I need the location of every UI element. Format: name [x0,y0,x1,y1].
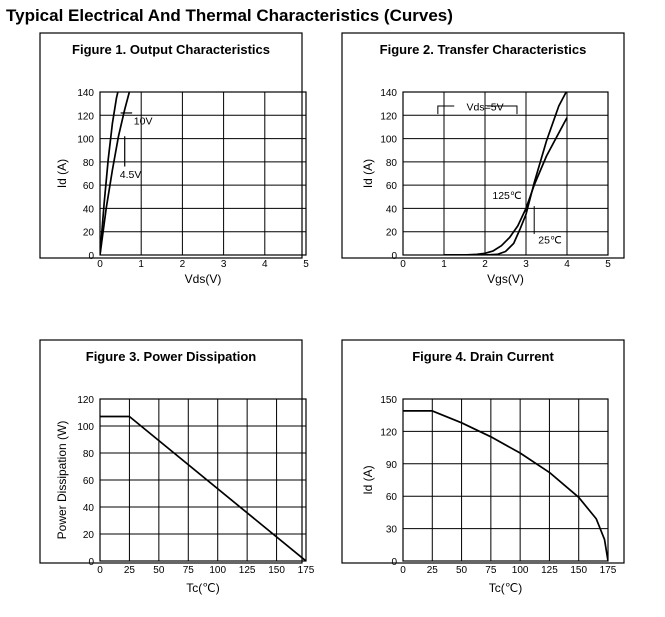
y-axis-label: Id (A) [361,465,375,494]
y-tick-label: 20 [83,228,95,239]
figure-3: Figure 3. Power Dissipation 0 25 50 75 100 125… [39,339,315,595]
x-tick-label: 150 [570,565,587,576]
y-tick-label: 0 [88,251,94,262]
y-axis-label: Power Dissipation (W) [55,421,69,540]
series-line-1 [403,410,608,561]
y-axis-label: Id (A) [361,159,375,188]
plot-area [99,91,307,256]
y-tick-label: 20 [386,228,398,239]
y-tick-label: 60 [386,492,398,503]
series-line-2 [100,92,131,255]
x-tick-label: 4 [564,259,570,270]
y-tick-label: 90 [386,460,398,471]
x-tick-label: 0 [97,565,103,576]
x-tick-label: 175 [298,565,315,576]
annotation-label: 25℃ [538,234,562,246]
series-line-1 [100,92,119,255]
x-tick-label: 75 [485,565,497,576]
y-tick-label: 120 [380,427,397,438]
figure-2: Figure 2. Transfer Characteristics 0 1 2 3 4 5… [341,32,625,286]
y-tick-label: 140 [77,88,94,99]
x-axis-label: Tc(℃) [489,581,522,595]
x-tick-label: 3 [523,259,529,270]
y-tick-label: 60 [83,476,95,487]
y-tick-label: 80 [83,449,95,460]
y-tick-label: 80 [386,158,398,169]
x-tick-label: 125 [541,565,558,576]
x-tick-label: 50 [153,565,165,576]
y-tick-label: 0 [391,251,397,262]
plot-area [402,398,609,562]
y-tick-label: 30 [386,525,398,536]
figure-title: Figure 3. Power Dissipation [86,349,257,364]
x-tick-label: 3 [221,259,227,270]
x-axis-label: Tc(℃) [186,581,219,595]
annotation-label: 125℃ [492,190,522,202]
annotation-label: Vds=5V [467,102,504,114]
annotation-leader [487,105,518,115]
y-tick-label: 100 [77,422,94,433]
figure-title: Figure 4. Drain Current [412,349,554,364]
x-tick-label: 100 [512,565,529,576]
y-tick-label: 100 [77,135,94,146]
x-tick-label: 5 [303,259,309,270]
figure-frame [39,32,303,259]
x-tick-label: 1 [441,259,447,270]
y-tick-label: 80 [83,158,95,169]
x-axis-label: Vds(V) [185,272,222,286]
x-tick-label: 0 [400,565,406,576]
y-tick-label: 0 [391,557,397,568]
y-tick-label: 120 [77,111,94,122]
figure-frame [341,32,625,259]
y-tick-label: 40 [83,503,95,514]
x-tick-label: 0 [97,259,103,270]
y-tick-label: 150 [380,395,397,406]
figure-frame [39,339,303,564]
figure-4: Figure 4. Drain Current 0 25 50 75 100 125 150 1… [341,339,625,595]
y-tick-label: 20 [83,530,95,541]
plot-area [99,398,307,562]
x-tick-label: 100 [209,565,226,576]
y-tick-label: 40 [386,204,398,215]
annotation-label: 4.5V [120,169,142,181]
figure-1: Figure 1. Output Characteristics 0 1 2 3 4 5 0 2… [39,32,309,286]
y-tick-label: 0 [88,557,94,568]
x-tick-label: 25 [124,565,136,576]
figure-frame [341,339,625,564]
x-tick-label: 175 [600,565,617,576]
x-tick-label: 2 [482,259,488,270]
x-tick-label: 0 [400,259,406,270]
y-tick-label: 60 [83,181,95,192]
y-tick-label: 140 [380,88,397,99]
annotation-label: 10V [134,116,153,128]
x-tick-label: 75 [183,565,195,576]
plot-area [402,91,609,256]
y-tick-label: 60 [386,181,398,192]
series-line-2 [444,92,568,255]
y-tick-label: 100 [380,135,397,146]
y-tick-label: 40 [83,204,95,215]
y-tick-label: 120 [77,395,94,406]
x-tick-label: 2 [180,259,186,270]
x-tick-label: 25 [427,565,439,576]
y-tick-label: 120 [380,111,397,122]
x-axis-label: Vgs(V) [487,272,524,286]
figure-title: Figure 2. Transfer Characteristics [380,42,587,57]
figure-title: Figure 1. Output Characteristics [72,42,270,57]
series-line-1 [100,415,306,561]
annotation-leader [437,105,455,115]
x-tick-label: 50 [456,565,468,576]
x-tick-label: 4 [262,259,268,270]
x-tick-label: 125 [239,565,256,576]
page-title: Typical Electrical And Thermal Character… [6,6,453,25]
x-tick-label: 150 [268,565,285,576]
x-tick-label: 1 [138,259,144,270]
x-tick-label: 5 [605,259,611,270]
y-axis-label: Id (A) [55,159,69,188]
